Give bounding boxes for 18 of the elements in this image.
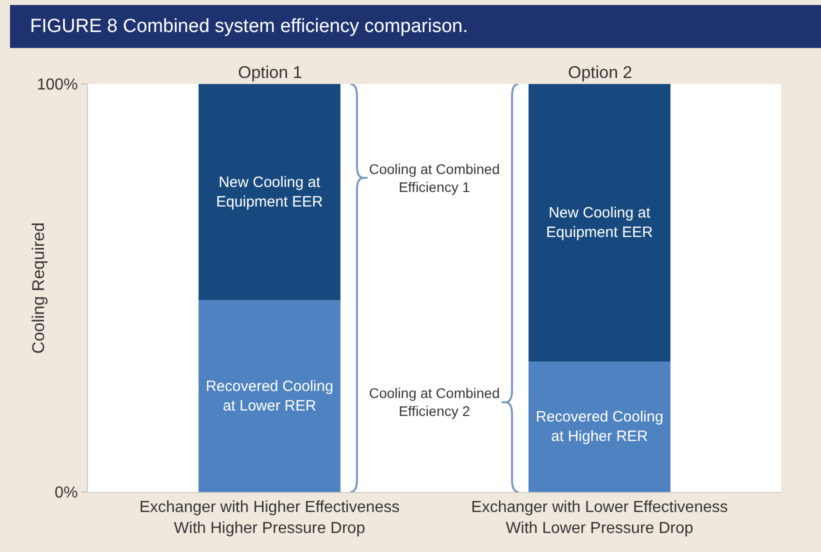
series-label: Recovered Cooling at Higher RER [536, 408, 664, 445]
annotation: Cooling at Combined Efficiency 2 [369, 385, 500, 420]
chart-title: FIGURE 8 Combined system efficiency comparison. [10, 5, 821, 48]
text: Option 2 [568, 63, 632, 82]
y-tick-label: 0% [54, 484, 78, 502]
text: New Cooling at Equipment EER [546, 204, 653, 241]
bar [528, 84, 670, 362]
bar [198, 300, 340, 492]
text: Option 1 [238, 63, 302, 82]
y-axis-title: Cooling Required [29, 222, 48, 354]
series-label: New Cooling at Equipment EER [216, 174, 323, 210]
series-label: Recovered Cooling at Lower RER [206, 378, 334, 414]
annotation: Cooling at Combined Efficiency 1 [369, 161, 500, 196]
bar [198, 84, 340, 300]
x-tick-label: Exchanger with Higher Effectiveness With Higher Pressure Drop [139, 499, 400, 537]
y-tick-label: 100% [36, 76, 78, 94]
x-tick-label: Exchanger with Lower Effectiveness With Lower Pressure Drop [471, 499, 728, 537]
bar [528, 361, 670, 492]
